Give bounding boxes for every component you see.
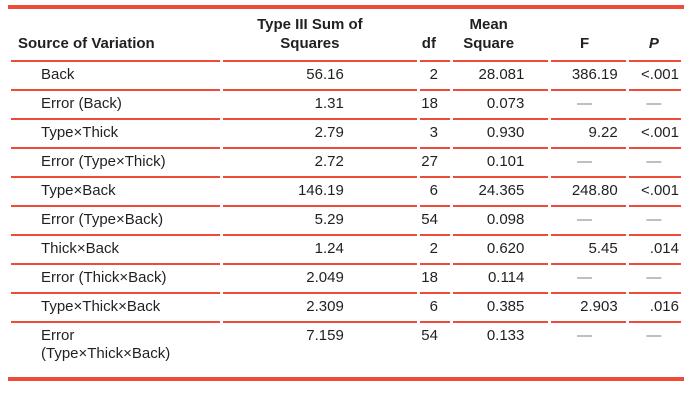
cell-source-label: Thick×Back — [41, 240, 119, 257]
cell-f: — — [577, 327, 593, 344]
cell-mean-square: 0.101 — [452, 149, 549, 178]
cell-p: — — [628, 149, 681, 178]
cell-df: 18 — [419, 91, 450, 120]
cell-source-label: Error (Type×Thick×Back) — [41, 327, 171, 362]
cell-mean-square: 0.385 — [452, 294, 549, 323]
cell-source: Error (Thick×Back) — [11, 265, 220, 294]
cell-f: 248.80 — [551, 178, 626, 207]
cell-p: — — [628, 91, 681, 120]
cell-source-label: Type×Back — [41, 182, 116, 199]
table-row: Error (Type×Back) 5.29 54 0.098 — — — [11, 207, 681, 236]
cell-mean-square: 24.365 — [452, 178, 549, 207]
cell-f: 2.903 — [551, 294, 626, 323]
header-source-of-variation: Source of Variation — [11, 9, 220, 62]
cell-mean-square: 0.133 — [486, 327, 525, 344]
header-type-iii-sum-of-squares-label: Type III Sum of Squares — [257, 16, 363, 52]
table-body: Back 56.16 2 28.081 386.19 <.001 Error (… — [11, 62, 681, 377]
cell-source: Back — [11, 62, 220, 91]
cell-mean-square: 0.930 — [452, 120, 549, 149]
table-row: Error (Thick×Back) 2.049 18 0.114 — — — [11, 265, 681, 294]
cell-source: Type×Thick×Back — [11, 294, 220, 323]
header-row: Source of Variation Type III Sum of Squa… — [11, 9, 681, 62]
cell-p: .014 — [628, 236, 681, 265]
cell-mean-square: 0.114 — [452, 265, 549, 294]
cell-source-label: Error (Thick×Back) — [41, 269, 167, 286]
cell-type-iii-sum-of-squares: 2.72 — [222, 149, 417, 178]
cell-source: Error (Back) — [11, 91, 220, 120]
cell-df: 18 — [419, 265, 450, 294]
cell-p: — — [628, 207, 681, 236]
cell-type-iii-sum-of-squares: 2.309 — [222, 294, 417, 323]
table-row: Error (Type×Thick) 2.72 27 0.101 — — — [11, 149, 681, 178]
cell-df: 27 — [419, 149, 450, 178]
anova-table-grid: Source of Variation Type III Sum of Squa… — [8, 9, 684, 377]
cell-source: Error (Type×Thick×Back) — [11, 323, 220, 377]
cell-mean-square: 28.081 — [452, 62, 549, 91]
cell-f: — — [551, 91, 626, 120]
cell-p: — — [646, 327, 662, 344]
header-f: F — [551, 9, 626, 62]
cell-f: 5.45 — [551, 236, 626, 265]
anova-table: Source of Variation Type III Sum of Squa… — [8, 5, 684, 381]
cell-f: — — [551, 149, 626, 178]
header-type-iii-sum-of-squares: Type III Sum of Squares — [222, 9, 417, 62]
cell-mean-square: 0.073 — [452, 91, 549, 120]
table-row: Type×Back 146.19 6 24.365 248.80 <.001 — [11, 178, 681, 207]
cell-type-iii-sum-of-squares: 5.29 — [222, 207, 417, 236]
cell-source-label: Error (Type×Back) — [41, 211, 164, 228]
cell-df: 54 — [421, 327, 438, 344]
cell-df: 2 — [419, 236, 450, 265]
cell-df: 6 — [419, 178, 450, 207]
table-row: Type×Thick×Back 2.309 6 0.385 2.903 .016 — [11, 294, 681, 323]
header-mean-square-label: Mean Square — [463, 16, 515, 52]
cell-f: — — [551, 265, 626, 294]
table-row: Thick×Back 1.24 2 0.620 5.45 .014 — [11, 236, 681, 265]
cell-source-label: Type×Thick — [41, 124, 119, 141]
cell-source: Thick×Back — [11, 236, 220, 265]
cell-type-iii-sum-of-squares: 7.159 — [306, 327, 344, 344]
table-header: Source of Variation Type III Sum of Squa… — [11, 9, 681, 62]
cell-source-label: Error (Back) — [41, 95, 122, 112]
cell-source-label: Type×Thick×Back — [41, 298, 161, 315]
cell-source-label: Error (Type×Thick) — [41, 153, 166, 170]
cell-df: 6 — [419, 294, 450, 323]
cell-source: Type×Thick — [11, 120, 220, 149]
header-df: df — [419, 9, 450, 62]
cell-mean-square: 0.620 — [452, 236, 549, 265]
cell-source-label: Back — [41, 66, 75, 83]
cell-type-iii-sum-of-squares: 2.79 — [222, 120, 417, 149]
cell-f: 9.22 — [551, 120, 626, 149]
cell-df: 3 — [419, 120, 450, 149]
header-mean-square: Mean Square — [452, 9, 549, 62]
cell-df: 2 — [419, 62, 450, 91]
cell-mean-square: 0.098 — [452, 207, 549, 236]
cell-f: — — [551, 207, 626, 236]
cell-p: <.001 — [628, 178, 681, 207]
cell-p: — — [628, 265, 681, 294]
cell-p: <.001 — [628, 62, 681, 91]
table-row: Error (Type×Thick×Back) 7.159 54 0.133 —… — [11, 323, 681, 377]
cell-type-iii-sum-of-squares: 1.24 — [222, 236, 417, 265]
cell-df: 54 — [419, 207, 450, 236]
cell-type-iii-sum-of-squares: 1.31 — [222, 91, 417, 120]
table-row: Type×Thick 2.79 3 0.930 9.22 <.001 — [11, 120, 681, 149]
cell-p: .016 — [628, 294, 681, 323]
cell-f: 386.19 — [551, 62, 626, 91]
table-row: Error (Back) 1.31 18 0.073 — — — [11, 91, 681, 120]
cell-type-iii-sum-of-squares: 56.16 — [222, 62, 417, 91]
cell-p: <.001 — [628, 120, 681, 149]
cell-type-iii-sum-of-squares: 2.049 — [222, 265, 417, 294]
cell-type-iii-sum-of-squares: 146.19 — [222, 178, 417, 207]
cell-source: Error (Type×Back) — [11, 207, 220, 236]
cell-source: Type×Back — [11, 178, 220, 207]
cell-source: Error (Type×Thick) — [11, 149, 220, 178]
table-row: Back 56.16 2 28.081 386.19 <.001 — [11, 62, 681, 91]
header-p: P — [628, 9, 681, 62]
